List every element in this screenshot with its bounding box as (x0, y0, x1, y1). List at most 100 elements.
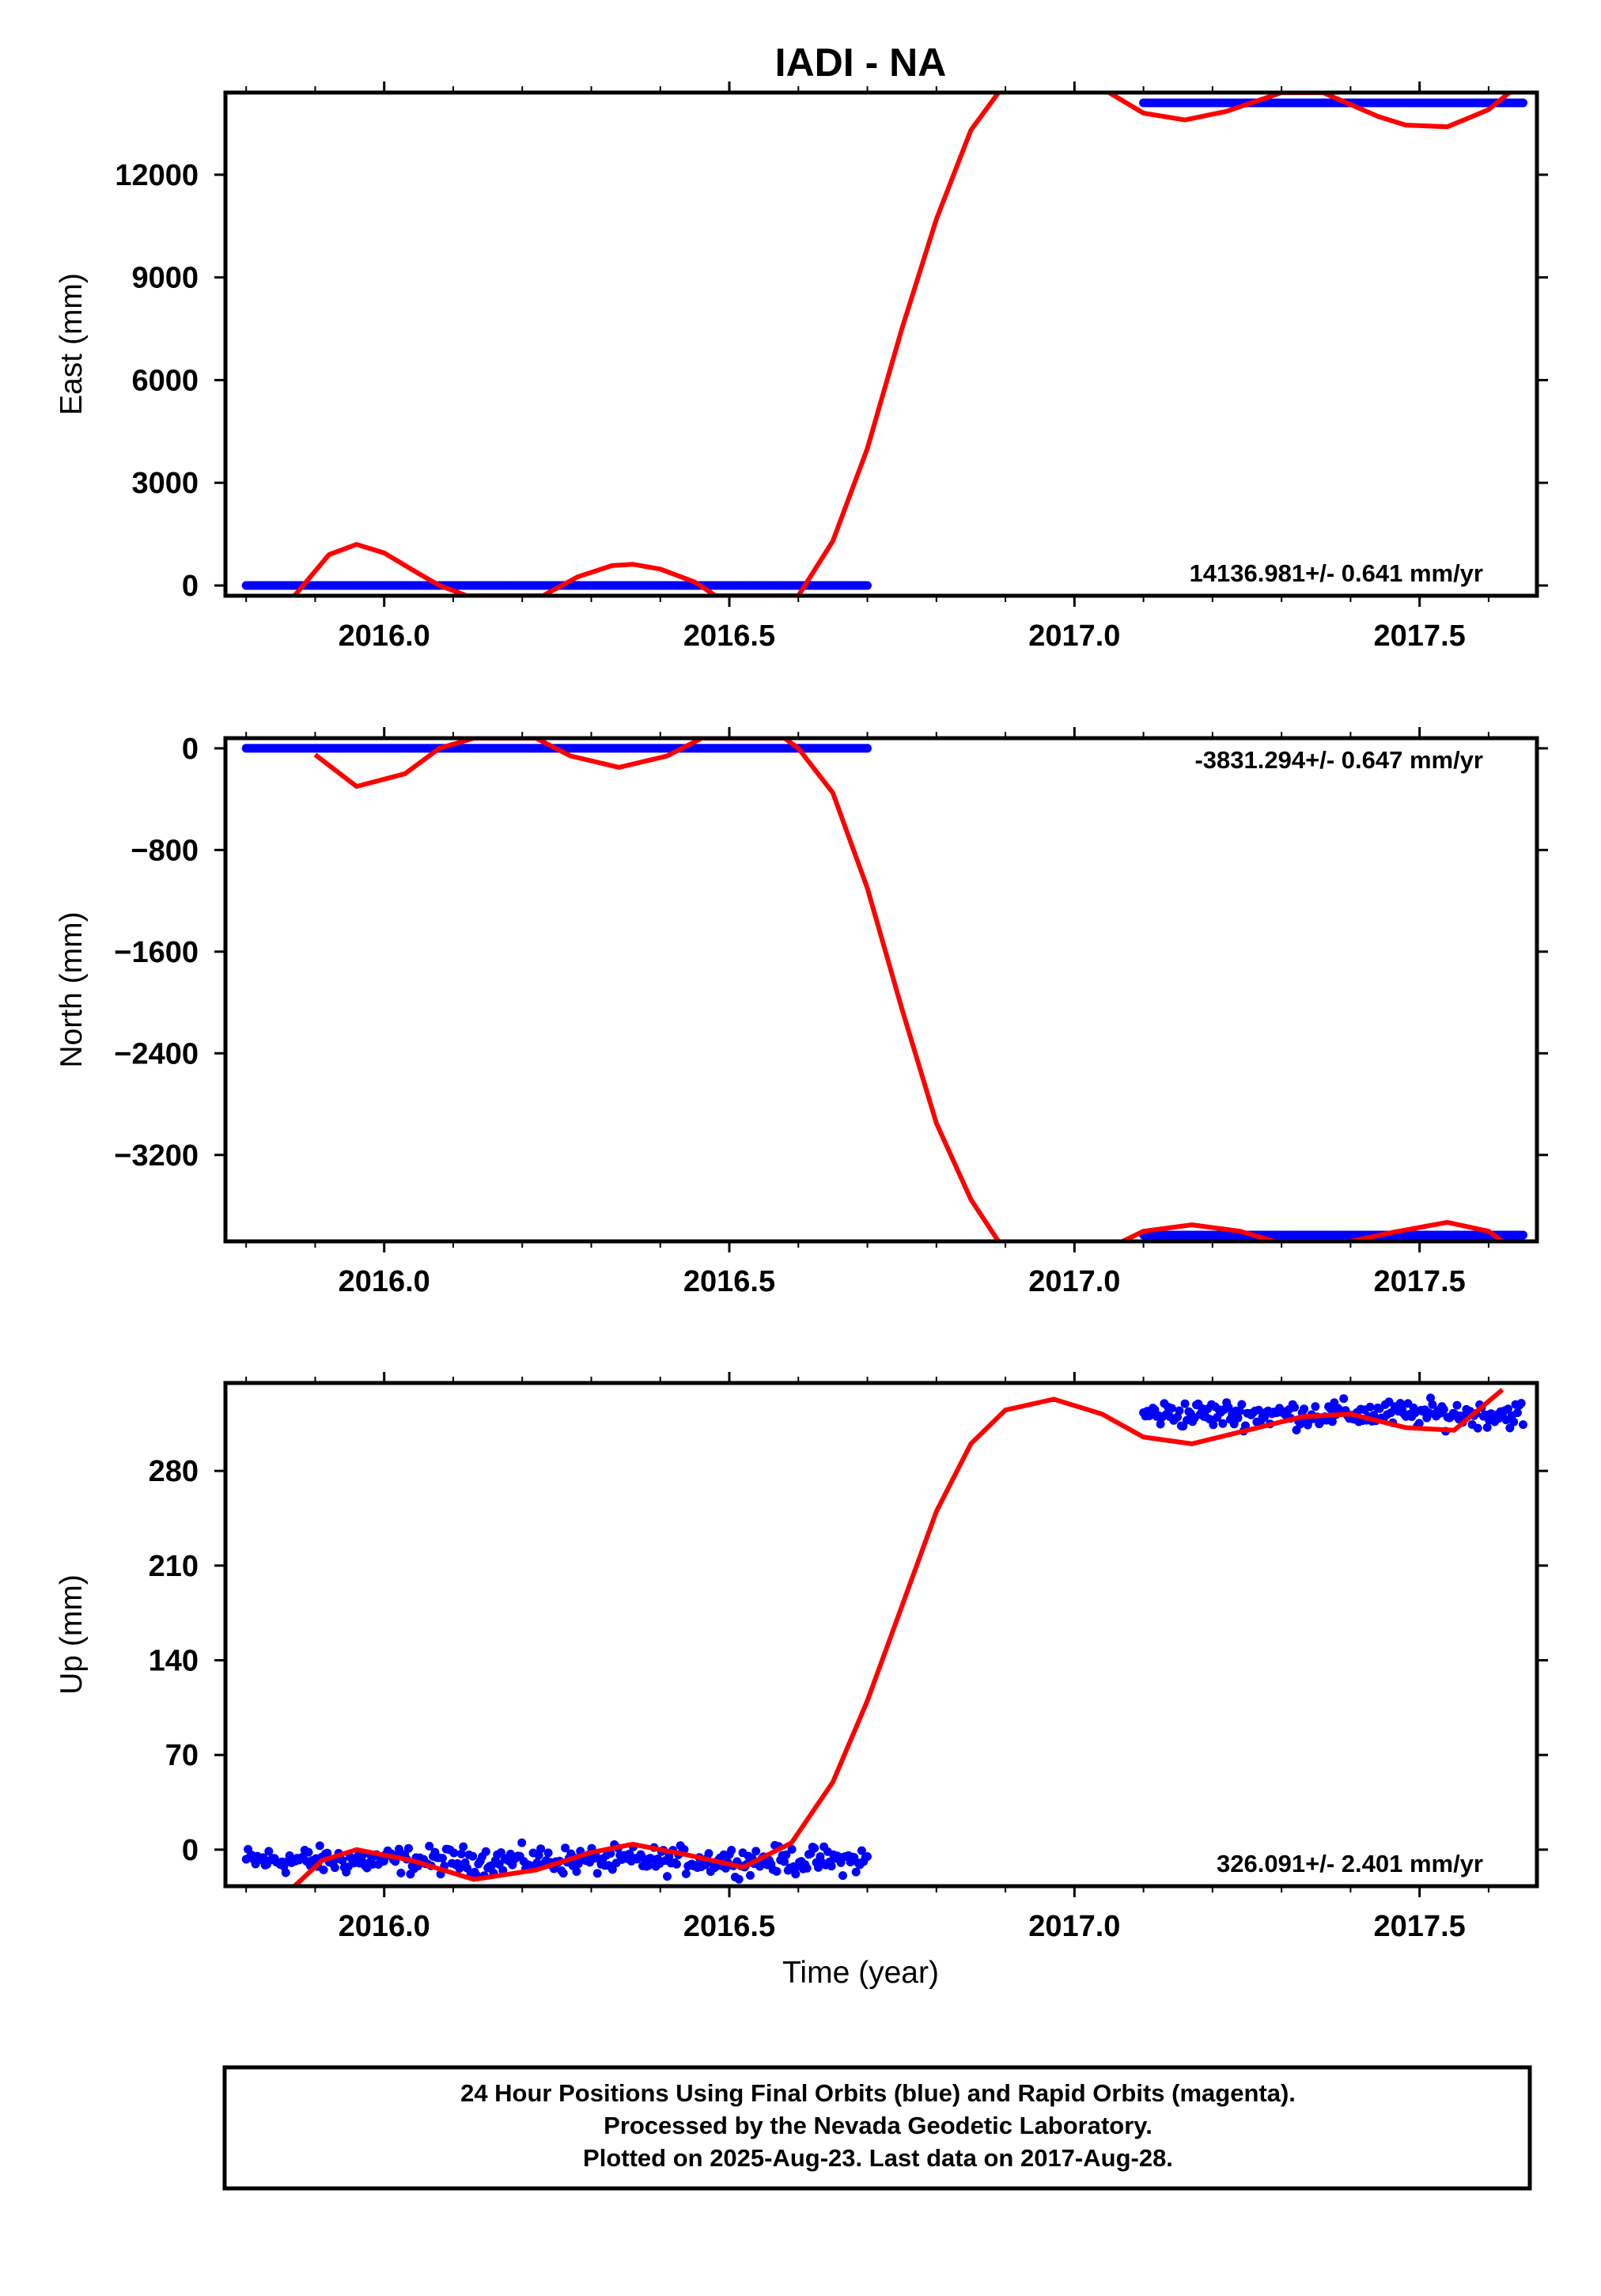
x-tick-label: 2016.5 (683, 1910, 775, 1943)
data-point (259, 1853, 268, 1862)
model-curve-2 (1122, 1219, 1504, 1241)
rate-annotation: -3831.294+/- 0.647 mm/yr (1194, 746, 1483, 774)
data-point (1519, 1420, 1527, 1430)
y-tick-label: 210 (149, 1550, 199, 1583)
y-tick-label: −1600 (114, 936, 199, 969)
data-point (772, 1866, 782, 1876)
model-curve-2 (1107, 93, 1512, 130)
data-point (1473, 1423, 1482, 1433)
data-point (1327, 1417, 1337, 1426)
data-point (727, 1846, 736, 1855)
y-tick-label: −3200 (114, 1139, 199, 1173)
data-point (1224, 1403, 1233, 1412)
data-point (264, 1847, 274, 1856)
data-point (1516, 1399, 1526, 1408)
data-points (241, 98, 1527, 590)
x-tick-label: 2017.0 (1028, 1265, 1120, 1298)
data-point (396, 1868, 406, 1877)
data-point (1339, 1394, 1349, 1404)
north-panel: 2016.0 2016.5 2017.0 2017.5 0 −800 −1600 −2400 −… (55, 727, 1548, 1298)
plot-frame (223, 1381, 1539, 1889)
footer-line-3: Plotted on 2025-Aug-23. Last data on 201… (583, 2144, 1173, 2172)
data-point (543, 1848, 553, 1858)
data-point (323, 1848, 332, 1858)
y-tick-label: −800 (131, 834, 199, 867)
data-point (681, 1869, 691, 1878)
plot-frame (223, 90, 1539, 598)
data-point (1167, 1404, 1176, 1413)
data-point (851, 1867, 861, 1877)
x-tick-label: 2016.0 (339, 1910, 430, 1943)
data-point (437, 1854, 447, 1863)
data-point (1428, 1400, 1437, 1409)
data-point (780, 1857, 789, 1866)
data-point (1209, 1420, 1218, 1430)
data-point (404, 1843, 413, 1853)
data-point (1180, 1399, 1190, 1408)
east-panel: 2016.0 2016.5 2017.0 2017.5 0 3000 6000 9000 120… (55, 81, 1548, 653)
data-point (1482, 1423, 1492, 1432)
x-tick-label: 2016.5 (683, 1265, 775, 1298)
data-point (534, 1851, 543, 1860)
y-tick-label: 70 (165, 1739, 199, 1772)
data-point (1365, 1402, 1375, 1411)
y-tick-label: −2400 (114, 1037, 199, 1070)
model-curve (293, 93, 1001, 596)
data-point (592, 1869, 602, 1878)
y-tick-label: 0 (182, 570, 199, 603)
data-point (787, 1845, 797, 1854)
data-point (1512, 1408, 1522, 1418)
data-point (755, 1862, 764, 1871)
y-tick-label: 140 (149, 1644, 199, 1677)
x-tick-label: 2017.5 (1374, 619, 1466, 653)
data-point (496, 1848, 505, 1857)
data-point (863, 1852, 872, 1861)
data-point (644, 1861, 653, 1870)
y-axis-label: East (mm) (55, 273, 89, 415)
data-point (459, 1842, 468, 1851)
up-panel: 2016.0 2016.5 2017.0 2017.5 0 70 140 210 280 Up (… (55, 1372, 1548, 1943)
x-axis-label: Time (year) (782, 1956, 939, 1990)
data-point (304, 1847, 313, 1857)
data-point (863, 744, 872, 753)
data-point (734, 1874, 744, 1884)
data-points (241, 1393, 1527, 1884)
data-point (338, 1856, 347, 1865)
x-tick-label: 2016.0 (339, 1265, 430, 1298)
y-tick-label: 9000 (131, 262, 199, 295)
plot-frame (223, 736, 1539, 1244)
y-tick-label: 6000 (131, 364, 199, 397)
data-point (449, 1848, 459, 1858)
x-tick-label: 2017.5 (1374, 1910, 1466, 1943)
data-point (751, 1847, 761, 1856)
data-point (481, 1847, 490, 1856)
data-point (1439, 1405, 1448, 1414)
data-point (1156, 1419, 1165, 1429)
data-point (838, 1871, 847, 1881)
data-point (1503, 1404, 1512, 1414)
data-point (1254, 1405, 1263, 1415)
data-point (1300, 1404, 1309, 1414)
data-point (607, 1865, 617, 1874)
data-point (704, 1849, 713, 1858)
data-point (791, 1870, 800, 1879)
model-curve (313, 738, 1001, 1241)
data-point (517, 1838, 527, 1847)
data-point (827, 1862, 836, 1871)
data-point (1218, 1419, 1228, 1428)
rate-annotation: 14136.981+/- 0.641 mm/yr (1190, 559, 1483, 587)
y-axis-label: Up (mm) (55, 1574, 89, 1695)
rate-annotation: 326.091+/- 2.401 mm/yr (1217, 1850, 1483, 1877)
data-point (1509, 1417, 1519, 1426)
data-point (802, 1863, 812, 1873)
chart-title: IADI - NA (775, 40, 947, 85)
data-point (1519, 98, 1527, 108)
data-points (241, 744, 1527, 1240)
y-tick-label: 0 (182, 1834, 199, 1867)
data-point (810, 1843, 819, 1853)
data-point (1452, 1400, 1462, 1410)
data-point (1414, 1419, 1424, 1428)
x-tick-label: 2017.0 (1028, 1910, 1120, 1943)
data-point (456, 1849, 466, 1858)
